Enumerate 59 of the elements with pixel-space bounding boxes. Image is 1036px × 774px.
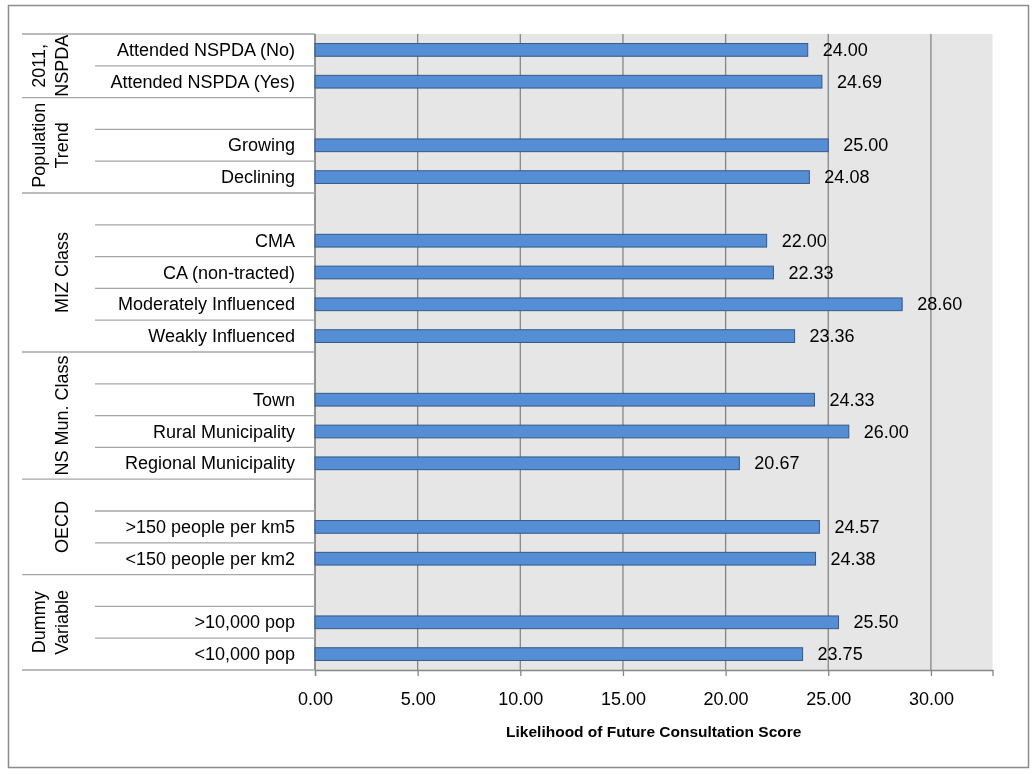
bar xyxy=(314,74,823,89)
y-tick-label: CA (non-tracted) xyxy=(162,262,295,283)
text: OECD xyxy=(52,500,72,553)
data-label: 23.75 xyxy=(817,644,863,665)
x-tick-label: 20.00 xyxy=(703,688,749,709)
data-label: 28.60 xyxy=(917,294,963,315)
x-tick-label: 30.00 xyxy=(908,688,954,709)
data-label: 26.00 xyxy=(863,421,909,442)
text: 2011, NSPDA xyxy=(29,34,72,97)
y-tick-label: Attended NSPDA (No) xyxy=(116,39,295,60)
x-tick-label: 0.00 xyxy=(297,688,334,709)
bar xyxy=(314,265,774,280)
y-tick-label: Weakly Influenced xyxy=(148,326,295,347)
y-tick-label: >10,000 pop xyxy=(194,612,295,633)
x-tick-label: 25.00 xyxy=(806,688,852,709)
data-label: 25.00 xyxy=(843,135,889,156)
data-label: 20.67 xyxy=(754,453,800,474)
data-label: 22.00 xyxy=(781,230,827,251)
y-tick-label: <10,000 pop xyxy=(194,644,295,665)
data-label: 24.38 xyxy=(830,548,876,569)
data-label: 24.57 xyxy=(834,516,880,537)
data-label: 24.08 xyxy=(824,167,870,188)
bar xyxy=(314,647,804,661)
y-tick-label: >150 people per km5 xyxy=(125,516,295,537)
bar xyxy=(314,392,815,407)
bar xyxy=(314,43,809,57)
x-axis-title: Likelihood of Future Consultation Score xyxy=(506,723,802,740)
x-tick-label: 15.00 xyxy=(600,688,646,709)
y-tick-label: Moderately Influenced xyxy=(117,294,295,315)
bar xyxy=(314,170,810,184)
text: NS Mun. Class xyxy=(52,355,72,476)
bar xyxy=(314,297,903,312)
bar xyxy=(314,520,820,534)
bar xyxy=(314,615,840,630)
y-tick-label: Attended NSPDA (Yes) xyxy=(110,71,295,92)
y-tick-label: CMA xyxy=(255,230,295,251)
data-label: 22.33 xyxy=(788,262,834,283)
text: Dummy Variable xyxy=(29,589,72,655)
y-tick-label: Regional Municipality xyxy=(124,453,295,474)
data-label: 24.33 xyxy=(829,389,875,410)
x-tick-label: 5.00 xyxy=(400,688,436,709)
y-tick-label: Town xyxy=(252,389,295,410)
y-tick-label: Rural Municipality xyxy=(152,421,295,442)
x-tick-label: 10.00 xyxy=(498,688,544,709)
bar xyxy=(314,424,850,439)
data-label: 23.36 xyxy=(809,326,855,347)
data-label: 24.00 xyxy=(822,39,868,60)
bar xyxy=(314,329,796,343)
data-label: 24.69 xyxy=(836,71,882,92)
y-tick-label: Growing xyxy=(227,135,295,156)
bar xyxy=(314,551,817,566)
y-tick-label: <150 people per km2 xyxy=(125,548,295,569)
data-label: 25.50 xyxy=(853,612,899,633)
y-tick-label: Declining xyxy=(220,167,295,188)
bar xyxy=(314,138,829,153)
bar xyxy=(314,233,768,248)
text: Population Trend xyxy=(29,102,72,188)
bar xyxy=(314,456,740,471)
text: MIZ Class xyxy=(52,232,72,313)
